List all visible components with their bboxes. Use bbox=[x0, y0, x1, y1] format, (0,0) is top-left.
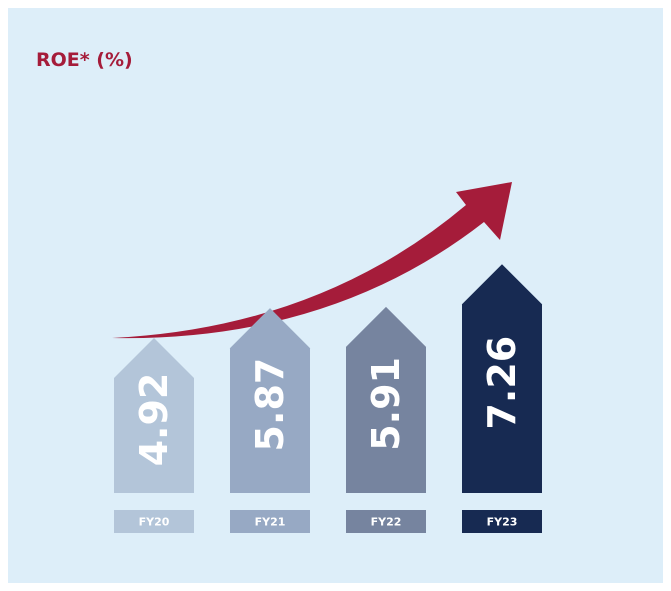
bar bbox=[462, 264, 542, 493]
x-tick-label: FY23 bbox=[487, 516, 518, 529]
category-box bbox=[346, 510, 426, 533]
x-tick-label: FY22 bbox=[371, 516, 402, 529]
bar bbox=[114, 338, 194, 493]
growth-arrow bbox=[112, 182, 512, 339]
category-box bbox=[230, 510, 310, 533]
bar bbox=[230, 308, 310, 493]
category-box bbox=[114, 510, 194, 533]
x-tick-label: FY21 bbox=[255, 516, 286, 529]
x-tick-label: FY20 bbox=[139, 516, 170, 529]
bar bbox=[346, 306, 426, 493]
value-label: 4.92 bbox=[132, 373, 176, 467]
value-label: 7.26 bbox=[480, 336, 524, 430]
value-label: 5.87 bbox=[248, 358, 292, 452]
chart-title: ROE* (%) bbox=[36, 49, 133, 71]
value-label: 5.91 bbox=[364, 357, 408, 451]
category-box bbox=[462, 510, 542, 533]
